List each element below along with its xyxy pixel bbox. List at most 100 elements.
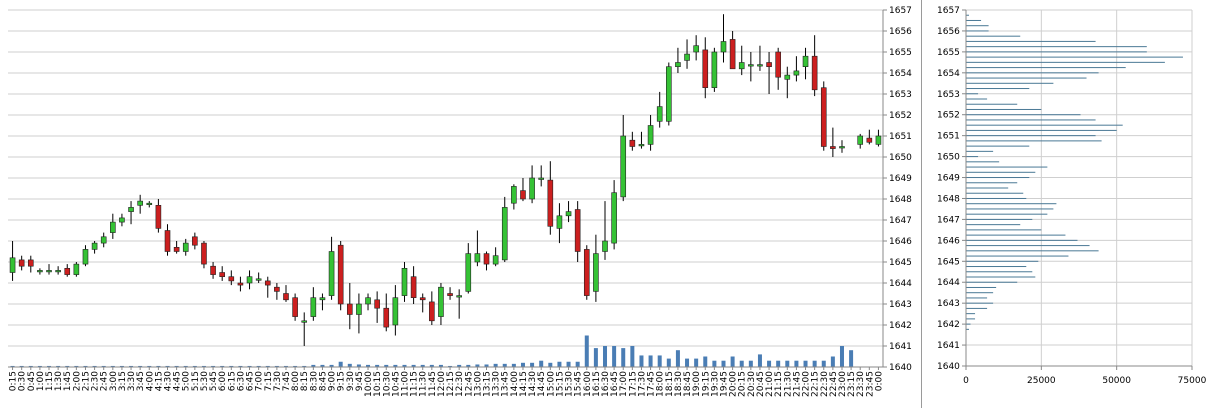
- x-tick-label-38: 9:45: [355, 371, 365, 391]
- volume-bar-84: [776, 360, 781, 367]
- x-tick-label-22: 5:45: [209, 371, 219, 391]
- candle-75: [693, 35, 699, 61]
- candle-body-28: [264, 280, 271, 286]
- candle-45: [419, 293, 426, 313]
- x-tick-label-5: 1:30: [54, 371, 64, 391]
- candle-body-10: [100, 236, 107, 244]
- x-tick-label-71: 18:00: [656, 371, 666, 397]
- volume-bar-61: [566, 361, 571, 367]
- profile-y-tick-label-1644: 1644: [937, 278, 960, 288]
- profile-bar-49: [966, 271, 1033, 273]
- volume-bar-66: [612, 346, 617, 367]
- profile-bar-22: [966, 129, 1117, 131]
- volume-bar-35: [329, 364, 334, 367]
- volume-bar-34: [320, 364, 325, 367]
- candle-body-7: [73, 263, 80, 275]
- candle-body-50: [465, 253, 472, 292]
- volume-bar-91: [839, 346, 844, 367]
- candle-body-68: [629, 139, 636, 147]
- candle-1: [18, 255, 25, 271]
- candle-59: [547, 161, 554, 235]
- profile-bar-45: [966, 250, 1099, 252]
- volume-bar-31: [293, 365, 298, 367]
- volume-bar-50: [466, 364, 471, 367]
- candle-53: [492, 247, 499, 267]
- y-tick-label-1653: 1653: [889, 90, 912, 100]
- x-tick-label-95: 0:00: [874, 371, 884, 391]
- x-tick-label-73: 18:30: [674, 371, 684, 397]
- candle-61: [565, 201, 572, 223]
- x-tick-label-81: 20:30: [747, 371, 757, 397]
- profile-bar-43: [966, 239, 1078, 241]
- volume-bar-6: [65, 365, 70, 367]
- profile-bar-19: [966, 114, 1081, 116]
- profile-y-tick-label-1640: 1640: [937, 362, 960, 372]
- x-tick-label-0: 0:15: [9, 371, 19, 391]
- x-tick-label-84: 21:15: [774, 371, 784, 397]
- volume-bar-85: [785, 360, 790, 367]
- profile-y-tick-label-1649: 1649: [937, 174, 960, 184]
- candle-43: [401, 262, 408, 302]
- candle-69: [638, 131, 645, 149]
- x-tick-label-42: 10:45: [391, 371, 401, 397]
- profile-bar-57: [966, 313, 976, 315]
- x-tick-label-29: 7:30: [273, 371, 283, 391]
- candle-9: [91, 241, 98, 254]
- candle-body-73: [675, 62, 681, 67]
- volume-bar-13: [129, 365, 134, 367]
- candle-body-8: [82, 249, 89, 265]
- candle-body-14: [137, 200, 143, 206]
- volume-bar-80: [739, 360, 744, 367]
- x-tick-label-85: 21:30: [783, 371, 793, 397]
- candle-body-44: [410, 276, 417, 299]
- x-tick-label-46: 11:45: [428, 371, 438, 397]
- candle-77: [711, 47, 718, 92]
- profile-x-tick-label-75000: 75000: [1178, 376, 1207, 386]
- profile-bar-56: [966, 307, 988, 309]
- candle-body-75: [693, 45, 699, 53]
- candle-80: [738, 45, 745, 76]
- candle-89: [820, 81, 827, 151]
- x-tick-label-60: 15:15: [555, 371, 565, 397]
- candle-body-85: [784, 74, 791, 80]
- profile-y-tick-label-1654: 1654: [937, 69, 960, 79]
- profile-y-tick-label-1651: 1651: [937, 132, 960, 142]
- x-tick-label-14: 3:45: [136, 371, 146, 391]
- x-tick-label-55: 14:00: [510, 371, 520, 397]
- y-tick-label-1655: 1655: [889, 48, 912, 58]
- profile-y-tick-label-1641: 1641: [937, 341, 960, 351]
- volume-bar-89: [821, 360, 826, 367]
- profile-bar-59: [966, 323, 971, 325]
- x-tick-label-25: 6:30: [236, 371, 246, 391]
- profile-bar-5: [966, 40, 1096, 42]
- profile-bar-2: [966, 25, 989, 27]
- volume-bar-58: [539, 360, 544, 367]
- candle-84: [775, 47, 781, 90]
- x-tick-label-50: 12:45: [464, 371, 474, 397]
- volume-bar-48: [448, 365, 453, 367]
- candle-90: [830, 127, 836, 157]
- x-tick-label-2: 0:45: [27, 371, 37, 391]
- candlestick-chart: 1640 1641 1642 1643 1644 1645 1646 1647 1648 1649…: [8, 6, 912, 397]
- candle-body-26: [246, 276, 253, 284]
- volume-bar-54: [502, 363, 507, 367]
- candle-88: [811, 35, 818, 97]
- candle-49: [456, 289, 462, 319]
- x-tick-label-66: 16:45: [610, 371, 620, 397]
- profile-bar-0: [966, 14, 970, 16]
- volume-bar-1: [19, 365, 24, 367]
- candle-79: [729, 31, 736, 70]
- x-tick-label-45: 11:30: [419, 371, 429, 397]
- profile-y-tick-label-1657: 1657: [937, 6, 960, 16]
- y-tick-label-1650: 1650: [889, 153, 912, 163]
- x-tick-label-10: 2:45: [100, 371, 110, 391]
- volume-bar-63: [584, 335, 589, 367]
- candle-body-54: [501, 207, 508, 261]
- candle-body-0: [9, 257, 16, 273]
- candle-36: [337, 241, 344, 311]
- profile-y-tick-label-1646: 1646: [937, 236, 960, 246]
- x-tick-label-91: 23:00: [838, 371, 848, 397]
- volume-bar-17: [165, 365, 170, 367]
- candle-3: [37, 268, 43, 275]
